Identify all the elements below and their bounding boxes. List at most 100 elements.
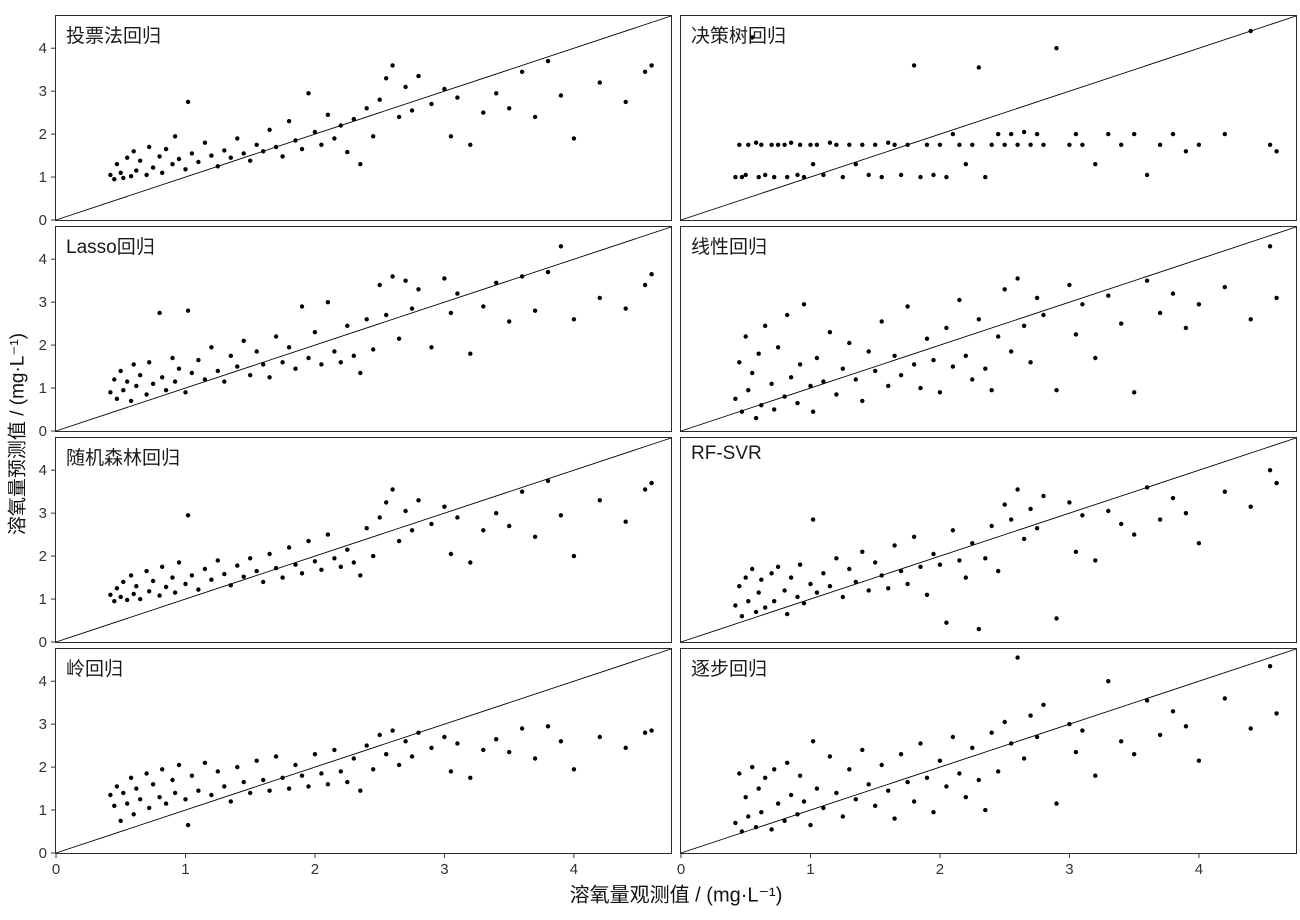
data-point xyxy=(642,487,648,492)
data-point xyxy=(248,373,253,378)
x-tick-label: 4 xyxy=(570,861,578,878)
data-point xyxy=(332,349,337,354)
data-point xyxy=(507,523,512,529)
data-point xyxy=(519,489,525,494)
data-point xyxy=(1015,276,1020,281)
data-point xyxy=(1267,664,1273,669)
data-point xyxy=(429,345,434,350)
y-tick-label: 2 xyxy=(39,337,47,354)
data-point xyxy=(364,526,369,531)
data-point xyxy=(989,730,994,735)
data-point xyxy=(468,351,473,356)
y-tick-label: 0 xyxy=(39,423,47,440)
data-point xyxy=(905,779,910,785)
y-tick-label: 2 xyxy=(39,126,47,143)
data-point xyxy=(814,786,820,791)
data-point xyxy=(1119,321,1124,326)
data-point xyxy=(743,334,748,339)
identity-line xyxy=(680,15,1297,221)
data-point xyxy=(1222,696,1227,701)
data-point xyxy=(519,69,525,74)
facet-grid: 0 1 2 3 4 投票法回归 决策树回归 0 1 2 3 4 Lasso回归 线性回归 0 1 2… xyxy=(39,15,1297,878)
data-point xyxy=(983,366,988,371)
data-point xyxy=(241,338,246,343)
panel-title: 随机森林回归 xyxy=(66,448,181,469)
data-point xyxy=(196,159,201,165)
data-point xyxy=(1073,749,1079,755)
data-point xyxy=(160,767,165,772)
data-point xyxy=(623,99,628,105)
data-point xyxy=(481,304,486,309)
data-point xyxy=(810,739,816,744)
y-tick-label: 0 xyxy=(39,845,47,862)
data-point xyxy=(189,370,195,376)
data-point xyxy=(1196,302,1202,307)
identity-line xyxy=(680,648,1297,854)
data-point xyxy=(121,388,126,393)
data-point xyxy=(325,532,331,537)
data-point xyxy=(847,340,852,346)
data-point xyxy=(332,136,337,141)
data-point xyxy=(1009,517,1014,522)
data-point xyxy=(571,767,577,772)
data-point xyxy=(1028,506,1033,512)
data-point xyxy=(1248,726,1253,731)
data-point xyxy=(743,575,748,580)
data-point xyxy=(345,547,350,552)
data-point xyxy=(834,392,839,397)
data-point xyxy=(134,584,139,589)
data-point xyxy=(351,116,356,122)
data-point xyxy=(737,771,742,776)
data-point xyxy=(519,726,525,731)
identity-line xyxy=(55,226,672,432)
data-point xyxy=(970,541,975,546)
data-point xyxy=(545,724,551,729)
data-point xyxy=(377,97,382,102)
data-point xyxy=(455,741,460,746)
data-point xyxy=(299,571,305,576)
scatter-canvas xyxy=(680,226,1297,432)
data-point xyxy=(1015,655,1020,660)
data-point xyxy=(172,790,178,796)
data-point xyxy=(950,734,956,740)
data-point xyxy=(772,407,777,412)
data-point xyxy=(163,584,169,590)
data-point xyxy=(571,317,577,322)
data-point xyxy=(448,769,454,774)
scatter-canvas xyxy=(680,15,1297,221)
data-point xyxy=(1196,758,1202,763)
data-point xyxy=(931,810,936,815)
data-point xyxy=(390,274,395,279)
data-point xyxy=(150,165,156,170)
data-point xyxy=(384,752,389,757)
data-point xyxy=(821,172,826,178)
data-point xyxy=(827,584,833,589)
data-point xyxy=(147,144,152,150)
data-point xyxy=(989,523,994,529)
data-point xyxy=(1028,360,1033,365)
data-point xyxy=(261,777,266,783)
data-point xyxy=(131,591,136,597)
data-point xyxy=(1119,142,1124,147)
x-tick-label: 3 xyxy=(440,861,448,878)
data-point xyxy=(1274,711,1279,716)
data-point xyxy=(788,792,794,798)
data-point xyxy=(1144,485,1150,490)
data-point xyxy=(144,172,149,178)
data-point xyxy=(280,775,285,780)
data-point xyxy=(409,306,415,311)
data-point xyxy=(1267,142,1273,147)
data-point xyxy=(112,803,117,808)
data-point xyxy=(416,498,421,503)
data-point xyxy=(114,784,120,789)
data-point xyxy=(759,142,764,147)
data-point xyxy=(642,282,648,288)
data-point xyxy=(649,480,654,486)
data-point xyxy=(750,566,755,572)
panel-title: 岭回归 xyxy=(66,659,124,680)
data-point xyxy=(957,297,962,303)
data-point xyxy=(131,362,136,367)
data-point xyxy=(1002,719,1007,725)
data-point xyxy=(737,142,742,147)
data-point xyxy=(1119,739,1124,744)
